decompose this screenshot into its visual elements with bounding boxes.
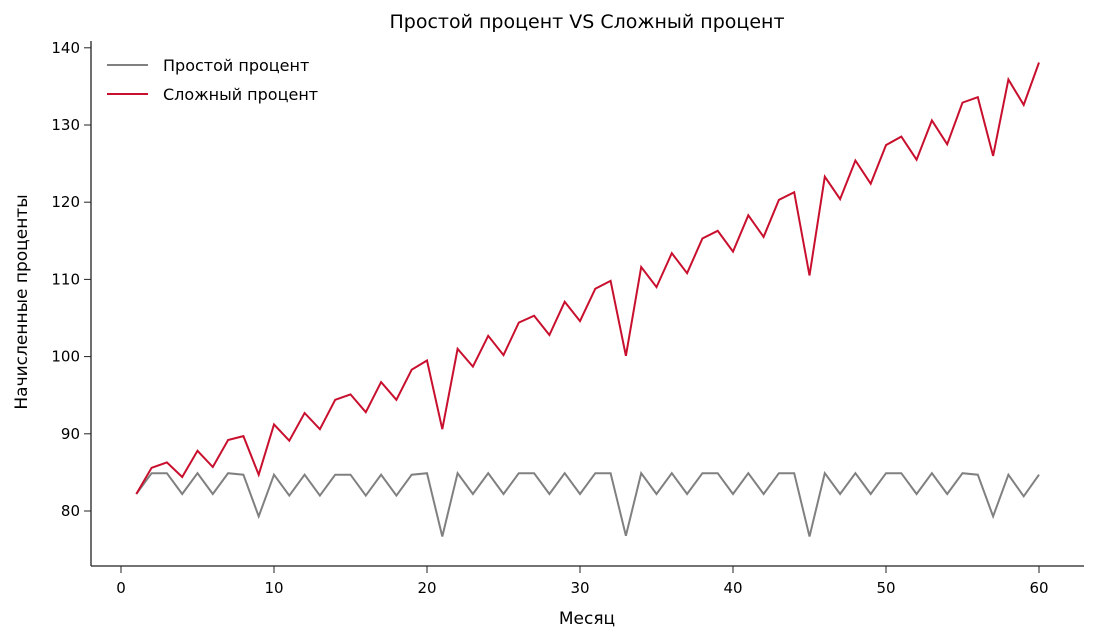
series-line-compound-interest [135,62,1040,495]
x-axis-label: Месяц [559,609,615,629]
series-line-simple-interest [135,470,1040,537]
legend-label-compound-interest: Сложный процент [163,85,318,104]
y-tick-label: 120 [51,193,80,211]
y-tick-label: 90 [61,425,80,443]
legend-item-simple-interest: Простой процент [107,56,309,75]
y-tick-label: 80 [61,502,80,520]
legend: Простой процент Сложный процент [107,56,318,104]
x-tick-label: 40 [723,579,742,597]
y-tick-label: 110 [51,270,80,288]
y-tick-label: 130 [51,116,80,134]
y-axis-label: Начисленные проценты [12,194,32,409]
x-tick-label: 50 [876,579,895,597]
plot-area [135,62,1040,537]
chart-title: Простой процент VS Сложный процент [389,11,784,33]
y-axis-ticks: 80 90 100 110 120 130 140 [51,39,91,520]
x-tick-label: 0 [116,579,126,597]
y-tick-label: 140 [51,39,80,57]
x-tick-label: 20 [417,579,436,597]
x-axis: 0 10 20 30 40 50 60 Месяц [91,565,1084,629]
legend-label-simple-interest: Простой процент [163,56,309,75]
x-axis-ticks: 0 10 20 30 40 50 60 [116,566,1049,597]
x-tick-label: 30 [570,579,589,597]
x-tick-label: 60 [1029,579,1048,597]
y-tick-label: 100 [51,348,80,366]
y-axis: 80 90 100 110 120 130 140 Начисленные проценты [12,39,92,566]
legend-item-compound-interest: Сложный процент [107,85,318,104]
x-tick-label: 10 [264,579,283,597]
